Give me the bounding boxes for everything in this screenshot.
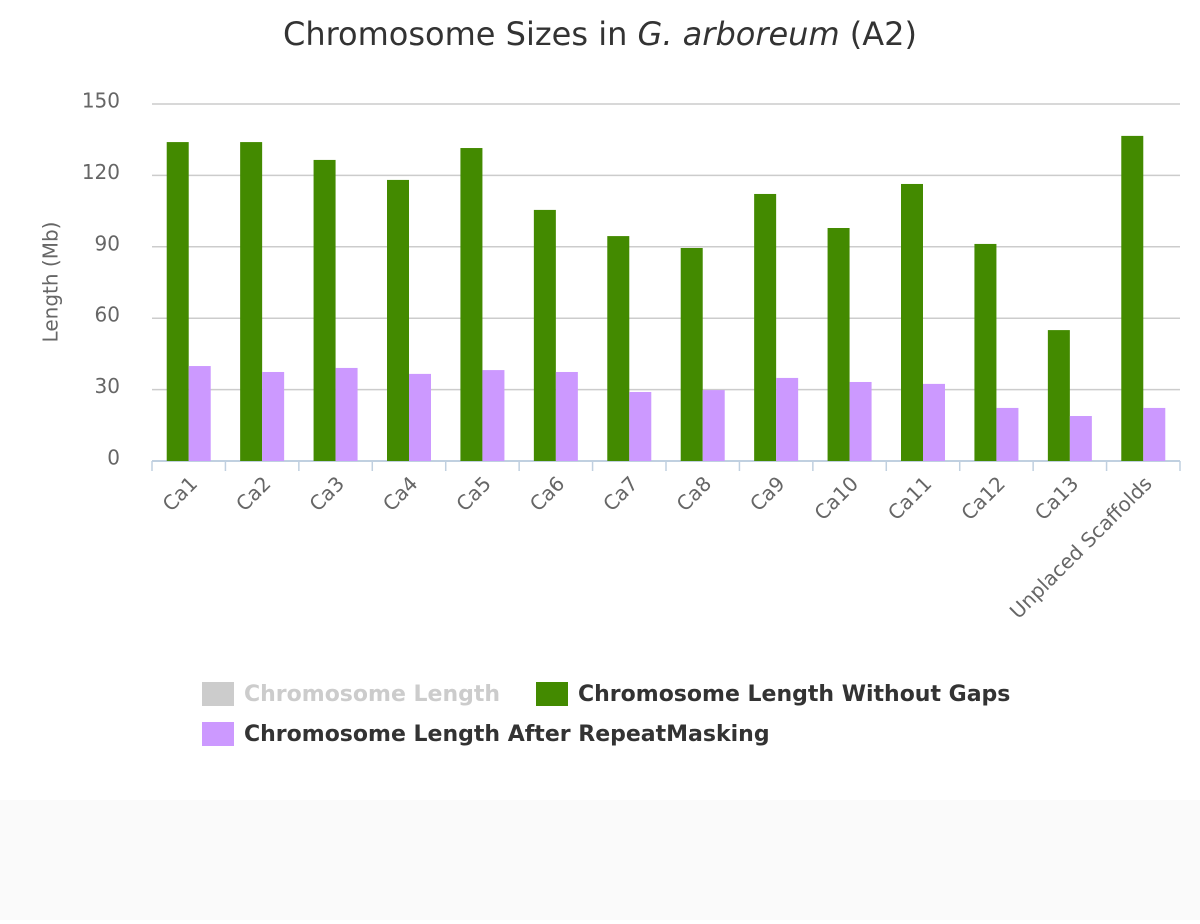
x-tick-label: Ca5 xyxy=(451,471,496,516)
x-tick-label: Unplaced Scaffolds xyxy=(1005,471,1157,623)
bar xyxy=(827,227,850,461)
x-tick-label: Ca7 xyxy=(598,471,643,516)
x-tick-label: Ca8 xyxy=(672,471,717,516)
bar xyxy=(629,391,652,461)
bar xyxy=(1047,330,1070,461)
bar xyxy=(262,371,285,461)
y-tick-label: 60 xyxy=(95,303,120,327)
x-tick-label: Ca9 xyxy=(745,471,790,516)
y-tick-label: 150 xyxy=(82,89,120,113)
y-axis-label: Length (Mb) xyxy=(39,222,63,343)
chart-title: Chromosome Sizes in G. arboreum (A2) xyxy=(283,15,917,53)
x-tick-label: Ca2 xyxy=(231,471,276,516)
x-tick-label: Ca13 xyxy=(1030,471,1084,525)
bar xyxy=(335,367,358,461)
y-tick-label: 120 xyxy=(82,160,120,184)
legend-swatch xyxy=(202,722,234,746)
bar xyxy=(188,366,211,461)
bar xyxy=(974,243,997,461)
x-tick-label: Ca11 xyxy=(883,471,937,525)
bar xyxy=(313,159,336,461)
y-tick-label: 30 xyxy=(95,374,120,398)
bar xyxy=(680,247,703,461)
y-tick-label: 90 xyxy=(95,231,120,255)
bar xyxy=(1143,407,1166,461)
x-tick-label: Ca6 xyxy=(525,471,570,516)
bar xyxy=(754,193,777,462)
x-tick-label: Ca12 xyxy=(956,471,1010,525)
bar xyxy=(901,183,923,461)
bar xyxy=(166,142,189,461)
bar xyxy=(607,236,630,461)
legend-swatch xyxy=(536,682,568,706)
legend-swatch xyxy=(202,682,234,706)
bar xyxy=(387,179,409,461)
x-tick-label: Ca1 xyxy=(158,471,203,516)
legend-label: Chromosome Length Without Gaps xyxy=(578,682,1010,707)
bar xyxy=(1121,135,1144,461)
bar xyxy=(533,209,556,461)
x-tick-label: Ca3 xyxy=(304,471,349,516)
bar xyxy=(409,373,431,461)
bar xyxy=(482,370,505,461)
legend-label: Chromosome Length After RepeatMasking xyxy=(244,722,770,747)
bar xyxy=(776,377,799,461)
bar xyxy=(555,371,578,461)
bar xyxy=(849,381,872,461)
bar xyxy=(923,383,945,461)
x-tick-label: Ca10 xyxy=(809,471,863,525)
footer-area xyxy=(0,800,1200,920)
y-tick-label: 0 xyxy=(107,446,120,470)
x-tick-label: Ca4 xyxy=(378,471,423,516)
bar xyxy=(240,142,263,461)
bar xyxy=(702,390,725,461)
bar xyxy=(1069,416,1092,461)
bar xyxy=(460,148,483,461)
bar xyxy=(996,407,1019,461)
legend-label: Chromosome Length xyxy=(244,682,500,707)
